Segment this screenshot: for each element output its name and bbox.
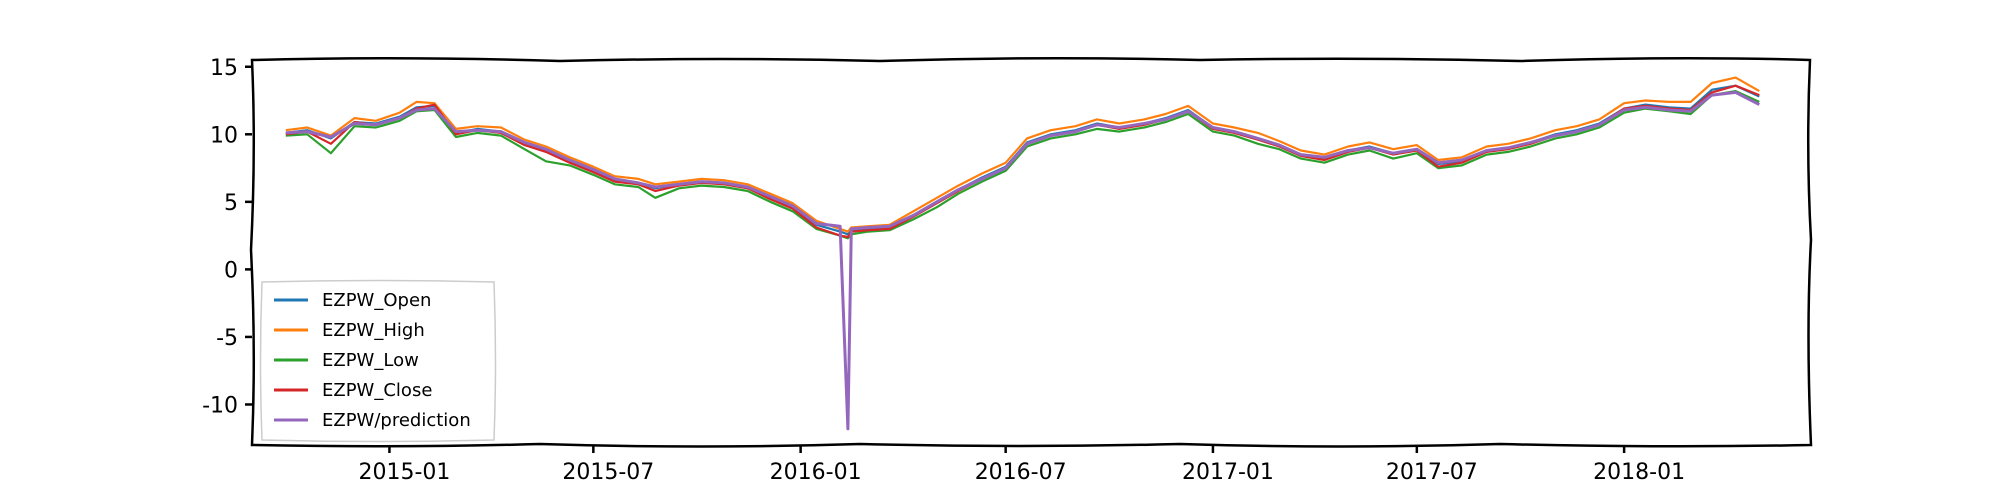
series-line-ezpw-open [285,84,1760,236]
legend-label: EZPW_Open [322,290,431,311]
legend-label: EZPW/prediction [322,410,471,431]
series-line-ezpw-low [285,89,1760,240]
legend-label: EZPW_High [322,320,425,341]
x-tick-label: 2018-01 [1593,460,1685,485]
x-tick-label: 2015-07 [562,460,654,485]
series-layer [285,76,1760,431]
series-line-ezpw-high [285,76,1760,233]
legend-label: EZPW_Low [322,350,419,371]
y-tick-label: 10 [210,123,238,148]
y-tick-label: 15 [210,56,238,81]
y-axis: 15 10 5 0 -5 -10 [202,56,252,418]
x-tick-label: 2017-01 [1182,460,1274,485]
x-axis: 2015-01 2015-07 2016-01 2016-07 2017-01 2017-… [358,445,1685,485]
legend-box [259,279,497,443]
plot-frame [249,56,1813,448]
y-tick-label: 0 [224,258,238,283]
series-line-ezpw-close [285,84,1760,239]
legend-label: EZPW_Close [322,380,432,401]
y-tick-label: -5 [216,326,238,351]
y-tick-label: 5 [224,191,238,216]
x-tick-label: 2015-01 [358,460,450,485]
y-tick-label: -10 [202,393,238,418]
legend: EZPW_Open EZPW_High EZPW_Low EZPW_Close EZPW… [259,279,497,443]
x-tick-label: 2017-07 [1386,460,1478,485]
x-tick-label: 2016-01 [770,460,862,485]
x-tick-label: 2016-07 [975,460,1067,485]
series-line-ezpw-prediction [285,90,1760,431]
